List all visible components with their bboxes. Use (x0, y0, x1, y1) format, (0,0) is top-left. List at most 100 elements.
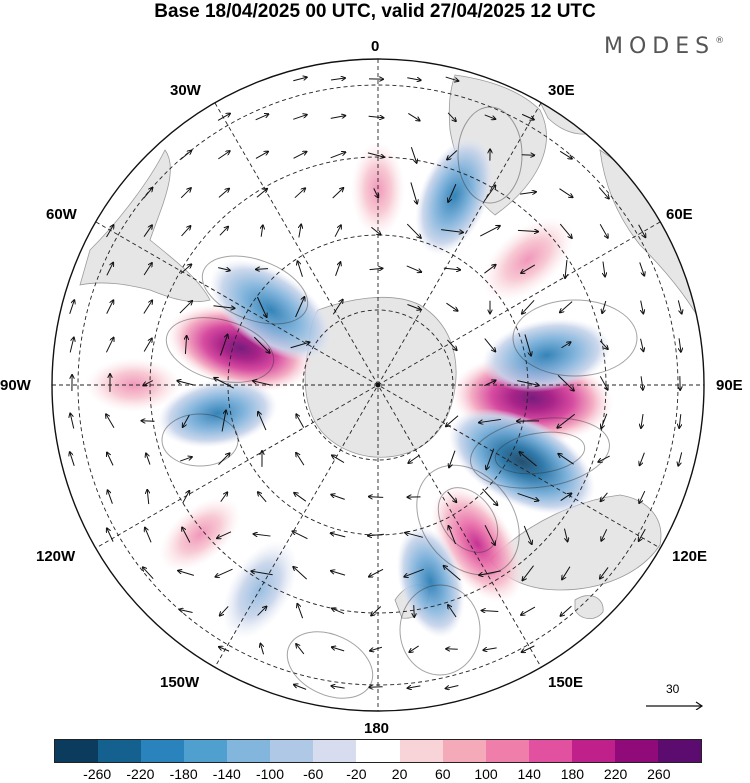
wind-arrow (482, 611, 499, 612)
wind-vectors (70, 77, 682, 689)
colorbar-tick-label: 20 (391, 766, 408, 782)
wind-arrow (408, 686, 421, 688)
wind-arrow (218, 189, 229, 198)
wind-arrow (369, 497, 384, 498)
wind-arrow (295, 297, 305, 318)
wind-arrow (560, 301, 573, 313)
wind-arrow (220, 492, 227, 502)
wind-arrow (561, 342, 570, 349)
lon-label-180: 180 (364, 720, 390, 737)
wind-arrow (255, 114, 269, 121)
wind-arrow (443, 268, 460, 270)
wind-arrow (371, 226, 380, 235)
lon-label-120w: 120W (36, 548, 76, 565)
wind-arrow (638, 224, 646, 237)
wind-arrow (214, 378, 234, 389)
wind-arrow (447, 339, 456, 350)
wind-arrow (368, 534, 384, 535)
colorbar-tick-label: -220 (126, 766, 155, 782)
wind-arrow (484, 265, 495, 274)
wind-arrow (219, 335, 227, 356)
wind-arrow (334, 225, 341, 237)
wind-arrow (261, 225, 263, 237)
wind-arrow (331, 533, 346, 538)
lon-label-60w: 60W (46, 206, 77, 223)
wind-arrow (484, 114, 496, 119)
wind-arrow (557, 413, 575, 428)
wind-arrow (517, 230, 538, 231)
colorbar-tick-label: 180 (560, 766, 585, 782)
wind-arrow (562, 566, 571, 580)
colorbar-segment (55, 740, 99, 762)
wind-arrow (602, 300, 607, 313)
negative-anomaly (448, 408, 596, 515)
wind-arrow (484, 380, 495, 387)
colorbar-segment (614, 740, 658, 762)
wind-arrow (105, 338, 113, 353)
wind-arrow (294, 188, 305, 199)
wind-arrow (253, 381, 272, 386)
wind-arrow (143, 188, 153, 199)
wind-arrow (484, 186, 496, 201)
wind-arrow (293, 152, 307, 159)
wind-arrow (183, 414, 190, 427)
wind-arrow (445, 76, 459, 81)
wind-arrow (69, 338, 74, 353)
wind-arrow (407, 78, 420, 80)
lon-label-90w: 90W (0, 377, 31, 394)
wind-arrow (180, 457, 192, 462)
wind-arrow (639, 528, 646, 541)
wind-arrow (141, 421, 155, 422)
wind-arrow (70, 452, 75, 466)
wind-arrow (522, 645, 535, 652)
modes-logo: MODES® (604, 34, 725, 59)
wind-arrow (410, 147, 416, 163)
wind-arrow (641, 338, 644, 351)
wind-arrow (523, 525, 532, 544)
wind-arrow (331, 495, 345, 500)
wind-arrow (254, 534, 271, 536)
wind-arrow (559, 150, 572, 158)
wind-arrow (255, 152, 268, 159)
colorbar-tick-label: 140 (517, 766, 541, 782)
wind-arrow (294, 685, 307, 690)
negative-anomaly (415, 137, 494, 255)
wind-arrow (599, 340, 608, 349)
wind-arrow (179, 609, 193, 613)
wind-arrow (557, 374, 574, 390)
wind-arrow (258, 492, 267, 503)
wind-arrow (480, 226, 500, 237)
wind-arrow (441, 229, 463, 233)
wind-arrow (678, 452, 683, 465)
wind-arrow (296, 414, 305, 428)
wind-arrow (147, 490, 148, 505)
positive-anomaly (431, 485, 524, 603)
wind-arrow (559, 223, 572, 238)
wind-arrow (560, 493, 572, 501)
wind-arrow (484, 524, 495, 545)
wind-arrow (332, 647, 345, 652)
wind-arrow (330, 116, 346, 119)
wind-arrow (257, 607, 267, 616)
wind-arrow (143, 300, 152, 314)
wind-arrow (641, 300, 644, 314)
wind-arrow (565, 259, 567, 278)
wind-arrow (408, 113, 419, 120)
contour-lines (161, 106, 638, 699)
wind-arrow (107, 453, 114, 466)
wind-arrow (253, 336, 269, 353)
wind-arrow (185, 336, 186, 355)
wind-arrow (180, 188, 191, 199)
positive-anomaly (351, 141, 405, 237)
wind-arrow (143, 567, 154, 580)
wind-arrow (213, 305, 234, 309)
colorbar-tick-label: 100 (474, 766, 498, 782)
wind-arrow (146, 453, 151, 465)
wind-arrow (559, 188, 572, 198)
reference-vector-label: 30 (666, 682, 680, 696)
wind-arrow (447, 112, 456, 121)
colorbar-segment (399, 740, 443, 762)
wind-arrow (446, 415, 459, 427)
wind-arrow (446, 685, 459, 689)
